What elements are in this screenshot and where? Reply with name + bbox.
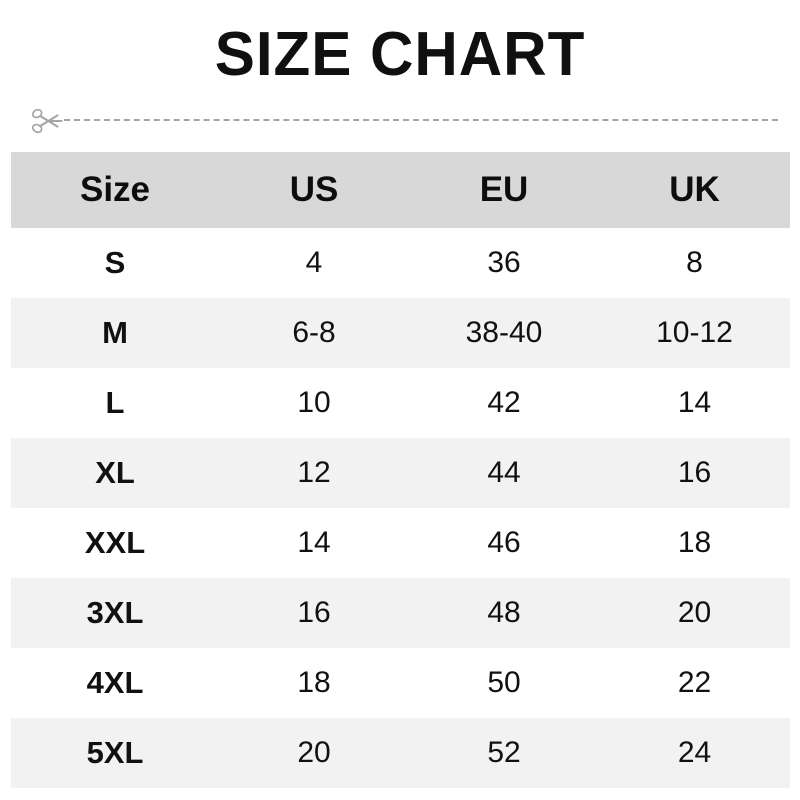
cell-uk: 22 [599,648,790,718]
cell-size: 4XL [11,648,219,718]
table-header: Size US EU UK [11,152,790,228]
cell-uk: 10-12 [599,298,790,368]
table-row: M 6-8 38-40 10-12 [11,298,790,368]
column-header-uk: UK [599,152,790,228]
table-row: XL 12 44 16 [11,438,790,508]
cut-line [0,103,800,139]
cell-uk: 14 [599,368,790,438]
cell-size: L [11,368,219,438]
cell-eu: 42 [409,368,599,438]
column-header-us: US [219,152,409,228]
scissors-icon [30,106,64,136]
cell-us: 6-8 [219,298,409,368]
cell-us: 4 [219,228,409,298]
page-title-wrap: SIZE CHART [0,22,800,88]
column-header-eu: EU [409,152,599,228]
cell-uk: 16 [599,438,790,508]
table-row: XXL 14 46 18 [11,508,790,578]
cell-eu: 46 [409,508,599,578]
cell-uk: 18 [599,508,790,578]
table-row: 3XL 16 48 20 [11,578,790,648]
cell-eu: 44 [409,438,599,508]
cell-size: XL [11,438,219,508]
table-row: 5XL 20 52 24 [11,718,790,788]
cell-us: 14 [219,508,409,578]
cell-us: 10 [219,368,409,438]
size-chart-table: Size US EU UK S 4 36 8 M 6-8 38-40 10-12… [11,152,790,788]
cell-eu: 52 [409,718,599,788]
cell-us: 12 [219,438,409,508]
cell-size: 5XL [11,718,219,788]
cell-uk: 20 [599,578,790,648]
cell-eu: 36 [409,228,599,298]
cell-us: 18 [219,648,409,718]
cell-size: XXL [11,508,219,578]
cell-size: S [11,228,219,298]
cell-uk: 8 [599,228,790,298]
cell-size: M [11,298,219,368]
table-row: L 10 42 14 [11,368,790,438]
cell-eu: 48 [409,578,599,648]
cell-eu: 50 [409,648,599,718]
table-body: S 4 36 8 M 6-8 38-40 10-12 L 10 42 14 XL… [11,228,790,788]
page-title: SIZE CHART [214,20,586,89]
table-header-row: Size US EU UK [11,152,790,228]
cell-eu: 38-40 [409,298,599,368]
table-row: S 4 36 8 [11,228,790,298]
cell-uk: 24 [599,718,790,788]
cell-size: 3XL [11,578,219,648]
cell-us: 20 [219,718,409,788]
cell-us: 16 [219,578,409,648]
dashed-cut-line [64,119,778,121]
column-header-size: Size [11,152,219,228]
table-row: 4XL 18 50 22 [11,648,790,718]
